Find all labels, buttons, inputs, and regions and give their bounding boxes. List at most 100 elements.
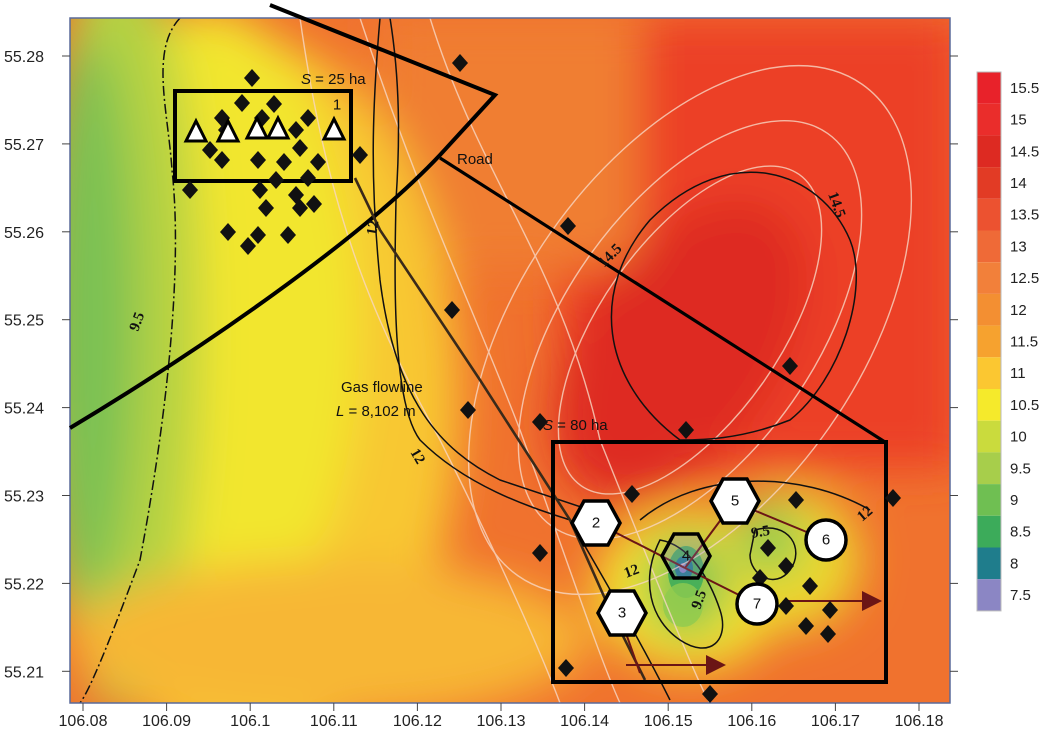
well-marker — [532, 544, 548, 562]
x-tick-label: 106.18 — [895, 713, 944, 729]
y-tick-label: 55.24 — [4, 401, 44, 418]
legend-label: 15 — [1010, 112, 1027, 129]
x-tick-label: 106.17 — [811, 713, 860, 729]
x-tick-label: 106.12 — [393, 713, 442, 729]
legend-swatch — [977, 420, 1001, 453]
well-marker — [352, 146, 368, 164]
annotations: S = 25 ha S = 80 ha Road Gas flowline L … — [301, 71, 608, 434]
legend-label: 14.5 — [1010, 143, 1039, 160]
well-marker — [280, 226, 296, 244]
contour-label: 12 — [364, 219, 382, 237]
legend-swatch — [977, 230, 1001, 263]
flowline-length: L = 8,102 m — [336, 403, 416, 420]
color-legend: 15.5 15 14.5 14 13.5 13 12.5 12 11.5 11 10.5 10 9.5 9… — [976, 71, 1039, 612]
well-markers — [182, 54, 901, 703]
road-label: Road — [457, 151, 493, 168]
contour-label: 12 — [407, 446, 428, 467]
contour-label: 9.5 — [750, 523, 771, 542]
y-tick-label: 55.25 — [4, 313, 44, 330]
legend-label: 14 — [1010, 175, 1027, 192]
well-marker — [250, 226, 266, 244]
legend-swatch — [977, 325, 1001, 358]
observation-triangles — [183, 114, 347, 143]
y-tick-label: 55.26 — [4, 225, 44, 242]
legend-label: 10 — [1010, 429, 1027, 446]
y-tick-label: 55.28 — [4, 49, 44, 66]
legend-label: 13 — [1010, 238, 1027, 255]
site-number-5: 5 — [731, 493, 739, 510]
flowline-title: Gas flowline — [341, 379, 423, 396]
site-numbers: 1 2 3 4 5 6 7 — [333, 97, 830, 622]
site-number-3: 3 — [618, 605, 626, 622]
site-number-1: 1 — [333, 97, 341, 114]
well-marker — [678, 421, 694, 439]
well-marker — [266, 95, 282, 113]
legend-swatch — [977, 135, 1001, 168]
contour-label: 9.5 — [689, 588, 710, 611]
hexagon-site-5 — [709, 477, 761, 525]
legend-swatch — [977, 484, 1001, 516]
well-marker — [778, 597, 794, 615]
legend-swatch — [977, 357, 1001, 389]
road-branch — [439, 156, 886, 444]
well-marker — [788, 491, 804, 509]
legend-label: 7.5 — [1010, 587, 1031, 604]
well-marker — [268, 171, 284, 189]
legend-frame — [976, 71, 1002, 612]
well-marker — [240, 237, 256, 255]
y-tick-label: 55.27 — [4, 137, 44, 154]
legend-swatch — [977, 167, 1001, 199]
y-tick-label: 55.22 — [4, 576, 44, 593]
well-marker — [452, 54, 468, 72]
well-marker — [202, 141, 218, 159]
circle-site-6 — [804, 518, 848, 562]
well-marker — [234, 94, 250, 112]
road-line — [68, 3, 499, 430]
contour-label: 12 — [622, 562, 642, 582]
well-marker — [310, 153, 326, 171]
triangle-marker — [321, 115, 347, 141]
well-marker — [460, 401, 476, 419]
well-marker — [802, 577, 818, 595]
site-number-6: 6 — [822, 532, 830, 549]
legend-swatch — [977, 72, 1001, 104]
well-marker — [292, 199, 308, 217]
x-tick-label: 106.1 — [230, 713, 270, 729]
triangle-marker — [244, 114, 270, 140]
legend-swatch — [977, 262, 1001, 294]
well-marker — [558, 659, 574, 677]
y-axis: 55.28 55.27 55.26 55.25 55.24 55.23 55.22 55.21 — [4, 49, 958, 681]
legend-swatch — [977, 198, 1001, 231]
site-symbols — [570, 477, 848, 637]
well-marker — [778, 557, 794, 575]
well-marker — [798, 617, 814, 635]
well-marker — [702, 685, 718, 703]
legend-swatch — [977, 293, 1001, 326]
well-marker — [220, 223, 236, 241]
legend-label: 11.5 — [1010, 333, 1038, 350]
well-marker — [444, 301, 460, 319]
legend-label: 9.5 — [1010, 460, 1031, 477]
well-marker — [560, 217, 576, 235]
legend-swatch — [977, 389, 1001, 421]
well-marker — [885, 489, 901, 507]
triangle-marker — [215, 117, 241, 143]
well-marker — [244, 69, 260, 87]
triangle-marker — [265, 114, 291, 140]
well-marker — [182, 181, 198, 199]
area-box-25ha — [173, 89, 353, 183]
well-marker — [822, 601, 838, 619]
contour-label: 9.5 — [127, 310, 148, 333]
area-box-80ha — [551, 440, 888, 684]
legend-swatch — [977, 452, 1001, 485]
x-tick-label: 106.15 — [644, 713, 693, 729]
circle-site-7 — [735, 582, 779, 626]
hexagon-site-2 — [570, 499, 622, 547]
well-marker — [214, 151, 230, 169]
legend-label: 12.5 — [1010, 270, 1039, 287]
well-marker — [276, 153, 292, 171]
legend-label: 8.5 — [1010, 524, 1031, 541]
well-marker — [782, 357, 798, 375]
legend-label: 12 — [1010, 302, 1027, 319]
